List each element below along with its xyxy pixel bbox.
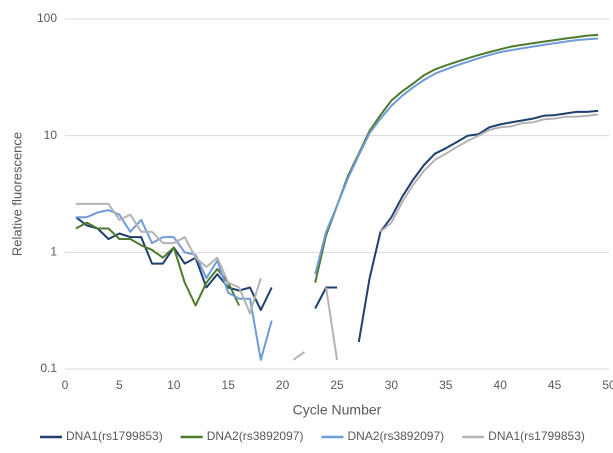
x-tick-label: 40: [494, 378, 508, 392]
series-line: [75, 37, 599, 361]
legend-label: DNA2(rs3892097): [347, 429, 444, 443]
x-tick-label: 25: [330, 378, 344, 392]
x-tick-label: 5: [116, 378, 123, 392]
x-tick-label: 30: [385, 378, 399, 392]
legend-label: DNA1(rs1799853): [66, 429, 163, 443]
y-tick-label: 1: [50, 245, 57, 259]
x-tick-label: 15: [222, 378, 236, 392]
x-tick-label: 0: [62, 378, 69, 392]
x-tick-label: 45: [548, 378, 562, 392]
x-tick-label: 35: [439, 378, 453, 392]
x-tick-label: 50: [602, 378, 613, 392]
y-tick-label: 0.1: [40, 361, 57, 375]
y-tick-label: 100: [37, 11, 57, 25]
x-tick-label: 20: [276, 378, 290, 392]
y-tick-label: 10: [44, 128, 58, 142]
legend-label: DNA2(rs3892097): [207, 429, 304, 443]
y-axis-label: Relative fluorescence: [9, 132, 24, 256]
x-axis-label: Cycle Number: [293, 402, 382, 418]
legend-label: DNA1(rs1799853): [488, 429, 585, 443]
series-line: [75, 109, 599, 343]
series-line: [75, 113, 599, 361]
series-line: [75, 33, 599, 307]
x-tick-label: 10: [167, 378, 181, 392]
